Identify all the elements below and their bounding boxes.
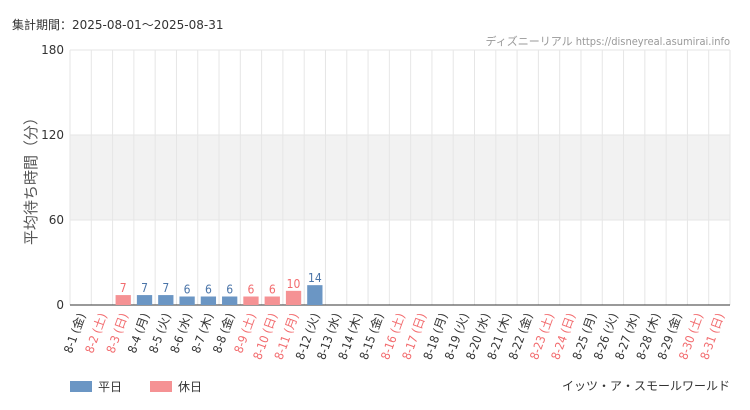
bar-value-label: 6 <box>248 283 255 297</box>
bar <box>200 296 217 305</box>
bar-value-label: 6 <box>205 283 212 297</box>
bar-value-label: 6 <box>184 283 191 297</box>
bar <box>158 295 174 305</box>
bar <box>179 296 195 305</box>
y-tick-label: 0 <box>56 298 64 312</box>
bar <box>115 295 131 305</box>
bar <box>307 285 323 305</box>
bar <box>136 295 153 305</box>
attraction-name: イッツ・ア・スモールワールド <box>561 379 730 393</box>
bar <box>222 296 238 305</box>
legend-item-weekday: 平日 <box>70 378 122 395</box>
shaded-band <box>70 135 730 220</box>
legend-item-holiday: 休日 <box>150 378 202 395</box>
legend-label-weekday: 平日 <box>98 380 123 394</box>
legend: 平日 休日 <box>70 378 202 395</box>
bar-value-label: 14 <box>308 271 322 285</box>
y-tick-label: 180 <box>41 43 64 57</box>
bar-value-label: 6 <box>269 283 276 297</box>
y-tick-label: 60 <box>49 213 64 227</box>
source-credit: ディズニーリアル https://disneyreal.asumirai.inf… <box>485 35 730 48</box>
bar-value-label: 7 <box>141 281 148 295</box>
bar-value-label: 7 <box>120 281 127 295</box>
legend-swatch-holiday <box>150 381 173 392</box>
bar <box>285 290 302 305</box>
bar <box>243 296 259 305</box>
y-axis-title: 平均待ち時間（分） <box>22 110 40 245</box>
bar-value-label: 10 <box>287 277 301 291</box>
legend-swatch-weekday <box>70 381 92 392</box>
bar-value-label: 7 <box>162 281 169 295</box>
y-tick-label: 120 <box>41 128 64 142</box>
bar <box>264 296 280 305</box>
bar-value-label: 6 <box>226 283 233 297</box>
legend-label-holiday: 休日 <box>178 380 203 394</box>
period-label: 集計期間：2025-08-01～2025-08-31 <box>12 18 224 32</box>
